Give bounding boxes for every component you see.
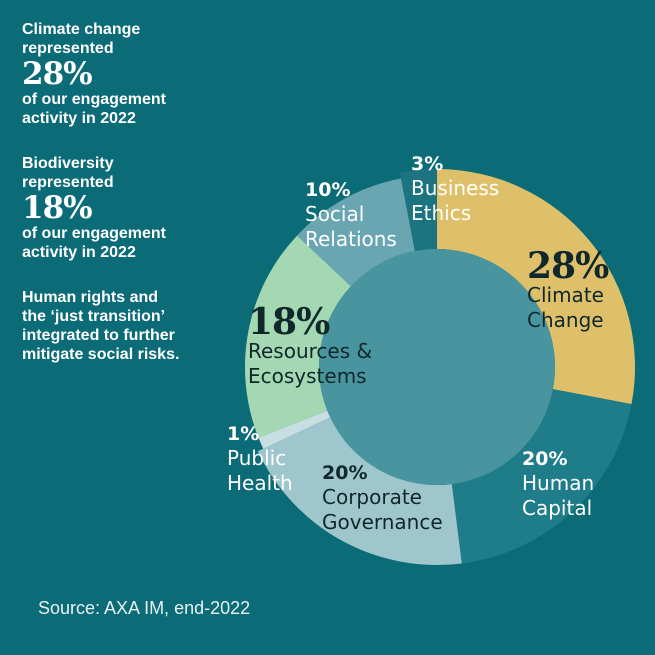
donut-slice (437, 169, 635, 405)
biodiversity-line4: activity in 2022 (22, 244, 136, 261)
climate-line4: activity in 2022 (22, 110, 136, 127)
donut-slice (399, 169, 437, 252)
slice-name-label: Ethics (411, 201, 471, 225)
donut-hole (319, 249, 555, 485)
climate-line2: represented (22, 40, 114, 57)
slice-name-label: Public (227, 446, 286, 470)
slice-percent-label: 1% (227, 423, 259, 445)
slice-name-label: Health (227, 471, 293, 495)
climate-line1: Climate change (22, 21, 141, 38)
donut-slice (297, 178, 415, 287)
climate-line3: of our engagement (22, 91, 167, 108)
human-rights-line1: Human rights and (22, 289, 159, 306)
donut-slice (257, 417, 462, 566)
slice-name-label: Capital (522, 496, 592, 520)
donut-slice (451, 389, 632, 564)
slice-name-label: Business (411, 176, 499, 200)
slice-name-label: Relations (305, 227, 397, 251)
human-rights-highlight: Human rights and the ‘just transition’ i… (22, 288, 222, 364)
biodiversity-line2: represented (22, 174, 114, 191)
biodiversity-line1: Biodiversity (22, 155, 114, 172)
slice-name-label: Climate (527, 283, 604, 307)
slice-name-label: Ecosystems (248, 364, 367, 388)
climate-highlight: Climate change represented 28% of our en… (22, 20, 222, 128)
slice-percent-label: 10% (305, 179, 350, 201)
donut-slice (244, 235, 351, 438)
human-rights-line4: mitigate social risks. (22, 346, 180, 363)
donut-slice (258, 410, 331, 449)
biodiversity-pct: 18% (22, 190, 93, 226)
climate-pct: 28% (22, 56, 93, 92)
human-rights-line3: integrated to further (22, 327, 175, 344)
slice-name-label: Corporate (322, 485, 422, 509)
slice-name-label: Social (305, 202, 364, 226)
slice-percent-label: 20% (522, 448, 567, 470)
slice-name-label: Change (527, 308, 604, 332)
slice-percent-label: 18% (248, 301, 330, 343)
slice-percent-label: 20% (322, 462, 367, 484)
slice-name-label: Governance (322, 510, 443, 534)
biodiversity-highlight: Biodiversity represented 18% of our enga… (22, 154, 222, 262)
biodiversity-line3: of our engagement (22, 225, 167, 242)
slice-percent-label: 28% (527, 245, 609, 287)
source-note: Source: AXA IM, end-2022 (38, 598, 251, 618)
slice-name-label: Resources & (248, 339, 372, 363)
slice-percent-label: 3% (411, 153, 443, 175)
slice-name-label: Human (522, 471, 594, 495)
human-rights-line2: the ‘just transition’ (22, 308, 166, 325)
